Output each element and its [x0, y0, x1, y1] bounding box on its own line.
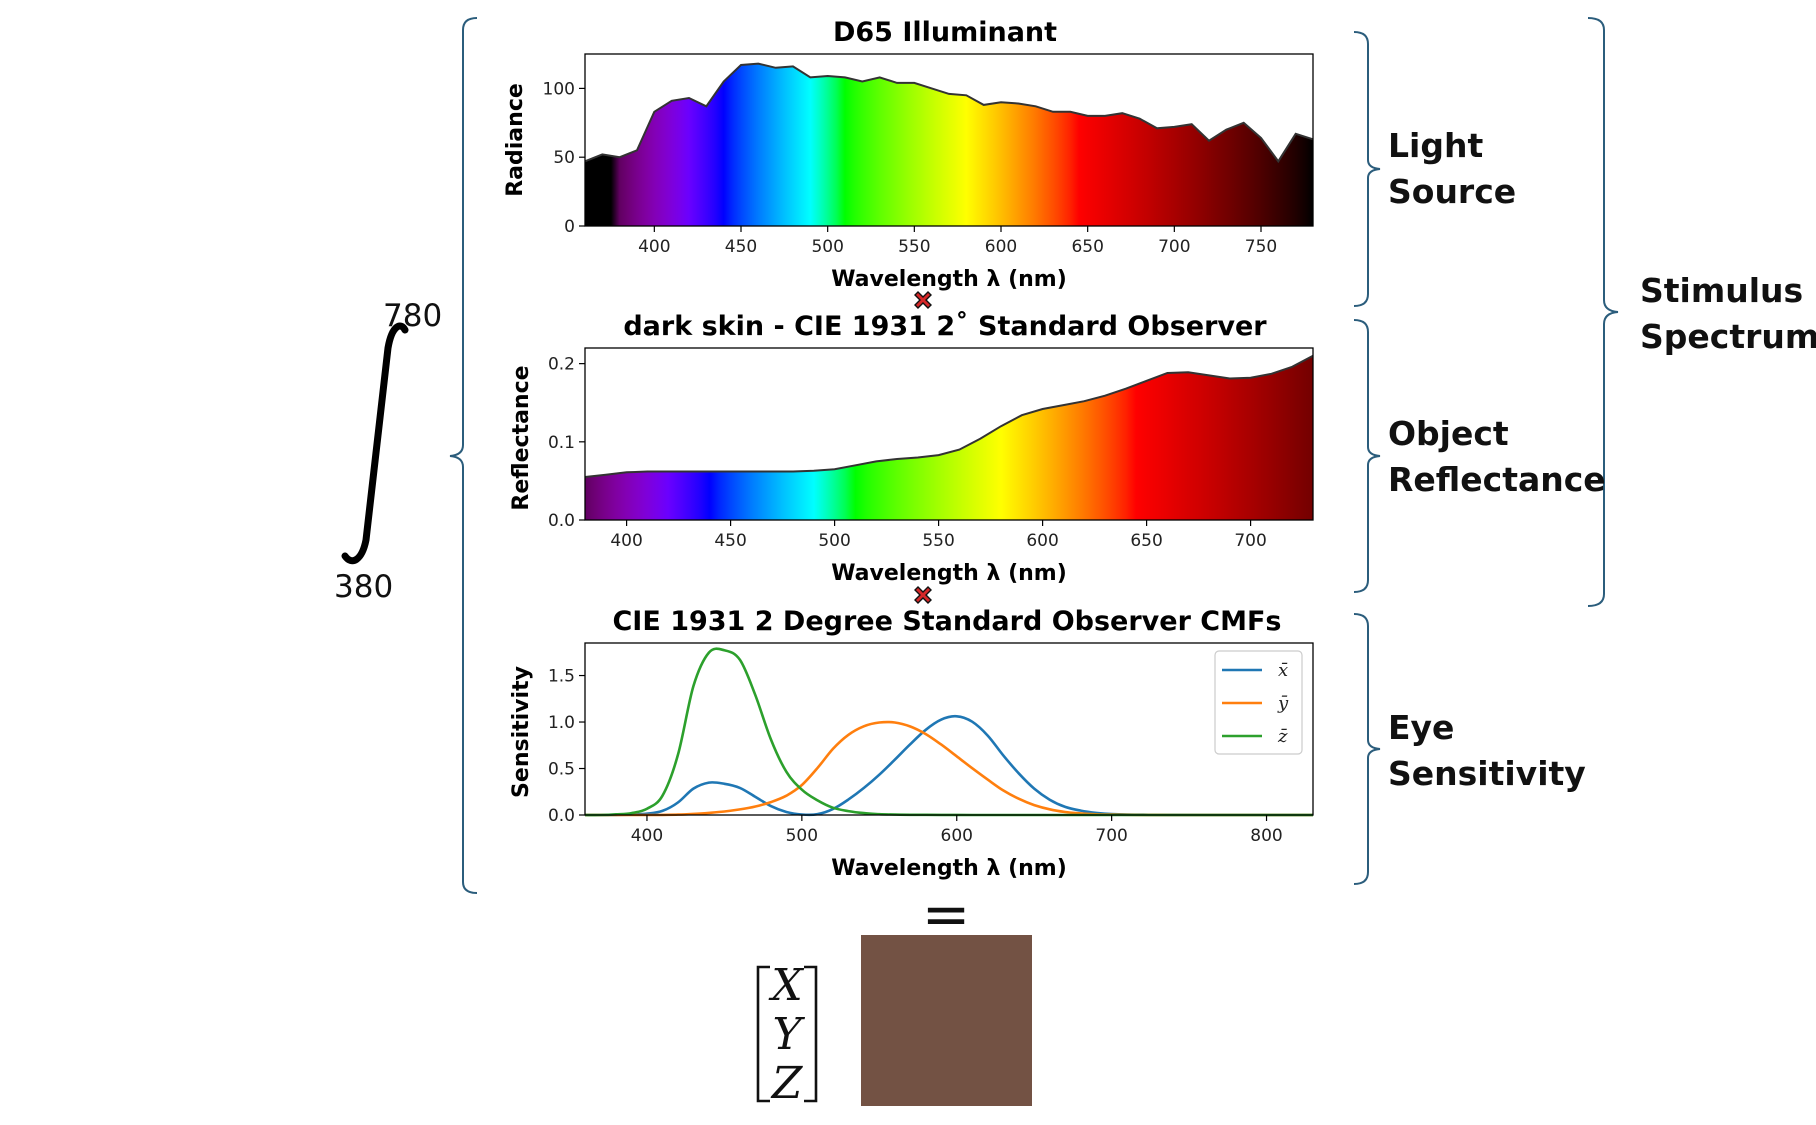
spectrum-area	[585, 63, 1313, 226]
cmf-series-line-z	[584, 647, 1313, 817]
legend-entry-x: x̄	[1278, 660, 1288, 681]
cmf-lines-layer	[584, 647, 1313, 817]
illuminant-y-axis-label: Radiance	[503, 83, 528, 197]
light-source-label-line2: Source	[1388, 172, 1516, 211]
cmf-x-ticks: 400 500 600 700 800	[631, 815, 1283, 846]
x-tick-label: 800	[1250, 826, 1282, 846]
eye-sensitivity-label-line1: Eye	[1388, 708, 1454, 747]
x-tick-label: 650	[1071, 237, 1103, 257]
x-tick-label: 400	[610, 531, 642, 551]
reflectance-area-layer	[584, 354, 1314, 520]
x-tick-label: 450	[714, 531, 746, 551]
spectrum-outline	[584, 62, 1314, 164]
eye-sensitivity-label-line2: Sensitivity	[1388, 754, 1586, 793]
matrix-left-bracket	[756, 965, 770, 1103]
x-tick-label: 600	[941, 826, 973, 846]
x-tick-label: 500	[786, 826, 818, 846]
x-tick-label: 700	[1158, 237, 1190, 257]
cmf-series-line-y	[585, 720, 1313, 817]
integral-symbol: 780 380	[334, 298, 442, 605]
x-tick-label: 550	[898, 237, 930, 257]
color-swatch	[861, 935, 1032, 1106]
spectrum-outline	[584, 354, 1314, 478]
reflectance-chart-title: dark skin - CIE 1931 2˚ Standard Observe…	[623, 311, 1267, 342]
x-tick-label: 650	[1130, 531, 1162, 551]
x-tick-label: 700	[1095, 826, 1127, 846]
stimulus-spectrum-label-line1: Stimulus	[1640, 271, 1803, 310]
light-source-label-line1: Light	[1388, 126, 1483, 165]
x-tick-label: 600	[1026, 531, 1058, 551]
reflectance-y-axis-label: Reflectance	[509, 365, 534, 510]
y-tick-label: 1.5	[548, 667, 575, 687]
y-tick-label: 1.0	[548, 713, 575, 733]
x-tick-label: 500	[811, 237, 843, 257]
y-tick-label: 0.1	[548, 433, 575, 453]
integral-lower-limit: 380	[334, 569, 393, 605]
cmf-series-line-x	[585, 714, 1313, 817]
reflectance-x-axis-label: Wavelength λ (nm)	[831, 561, 1067, 586]
cmf-x-axis-label: Wavelength λ (nm)	[831, 856, 1067, 881]
reflectance-plot-frame	[584, 347, 1314, 521]
y-tick-label: 100	[543, 79, 575, 99]
cmf-plot-frame	[584, 642, 1314, 816]
y-tick-label: 0.0	[548, 806, 575, 826]
integral-left-brace	[449, 17, 478, 894]
light-source-brace	[1353, 31, 1381, 307]
stimulus-spectrum-brace	[1587, 17, 1619, 607]
illuminant-chart: D65 Illuminant 400 450 500 550 600 650 700 750 …	[503, 17, 1314, 292]
object-reflectance-label-line2: Reflectance	[1388, 460, 1606, 499]
object-reflectance-label-line1: Object	[1388, 414, 1509, 453]
x-tick-label: 700	[1234, 531, 1266, 551]
multiply-cross-icon	[914, 586, 932, 604]
cmf-chart-title: CIE 1931 2 Degree Standard Observer CMFs	[612, 606, 1281, 637]
y-tick-label: 0.5	[548, 760, 575, 780]
illuminant-x-axis-label: Wavelength λ (nm)	[831, 267, 1067, 292]
illuminant-y-ticks: 0 50 100	[543, 79, 585, 237]
x-tick-label: 400	[638, 237, 670, 257]
brackets	[449, 17, 1619, 894]
reflectance-chart: dark skin - CIE 1931 2˚ Standard Observe…	[509, 311, 1314, 586]
matrix-z: Z	[770, 1058, 804, 1109]
matrix-right-bracket	[804, 965, 818, 1103]
illuminant-area-layer	[584, 62, 1314, 226]
cmf-y-axis-label: Sensitivity	[509, 666, 534, 798]
matrix-x: X	[768, 960, 804, 1011]
xyz-matrix: X Y Z	[756, 960, 818, 1109]
y-tick-label: 0	[564, 217, 575, 237]
x-tick-label: 550	[922, 531, 954, 551]
eye-sensitivity-brace	[1353, 613, 1381, 885]
multiply-cross-icon	[914, 291, 932, 309]
matrix-y: Y	[772, 1009, 805, 1060]
legend-entry-z: z̄	[1277, 726, 1288, 747]
x-tick-label: 600	[985, 237, 1017, 257]
y-tick-label: 0.2	[548, 355, 575, 375]
y-tick-label: 0.0	[548, 511, 575, 531]
illuminant-chart-title: D65 Illuminant	[833, 17, 1057, 48]
stimulus-spectrum-label-line2: Spectrum	[1640, 317, 1816, 356]
illuminant-x-ticks: 400 450 500 550 600 650 700 750	[638, 226, 1277, 257]
y-tick-label: 50	[553, 148, 575, 168]
cmf-chart: CIE 1931 2 Degree Standard Observer CMFs…	[509, 606, 1314, 881]
integral-sign-icon	[341, 322, 409, 565]
x-tick-label: 400	[631, 826, 663, 846]
object-reflectance-brace	[1353, 319, 1381, 593]
x-tick-label: 450	[725, 237, 757, 257]
cmf-legend: x̄ ȳ z̄	[1214, 650, 1303, 755]
x-tick-label: 500	[818, 531, 850, 551]
cmf-y-ticks: 0.0 0.5 1.0 1.5	[548, 667, 585, 826]
legend-entry-y: ȳ	[1277, 693, 1289, 714]
reflectance-y-ticks: 0.0 0.1 0.2	[548, 355, 585, 531]
integral-upper-limit: 780	[383, 298, 442, 334]
spectrum-area	[585, 355, 1313, 520]
illuminant-plot-frame	[584, 53, 1314, 227]
x-tick-label: 750	[1245, 237, 1277, 257]
reflectance-x-ticks: 400 450 500 550 600 650 700	[610, 520, 1267, 551]
